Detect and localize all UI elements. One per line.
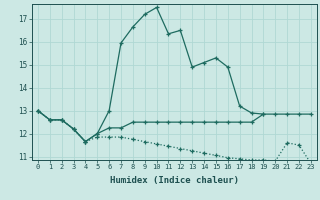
- X-axis label: Humidex (Indice chaleur): Humidex (Indice chaleur): [110, 176, 239, 185]
